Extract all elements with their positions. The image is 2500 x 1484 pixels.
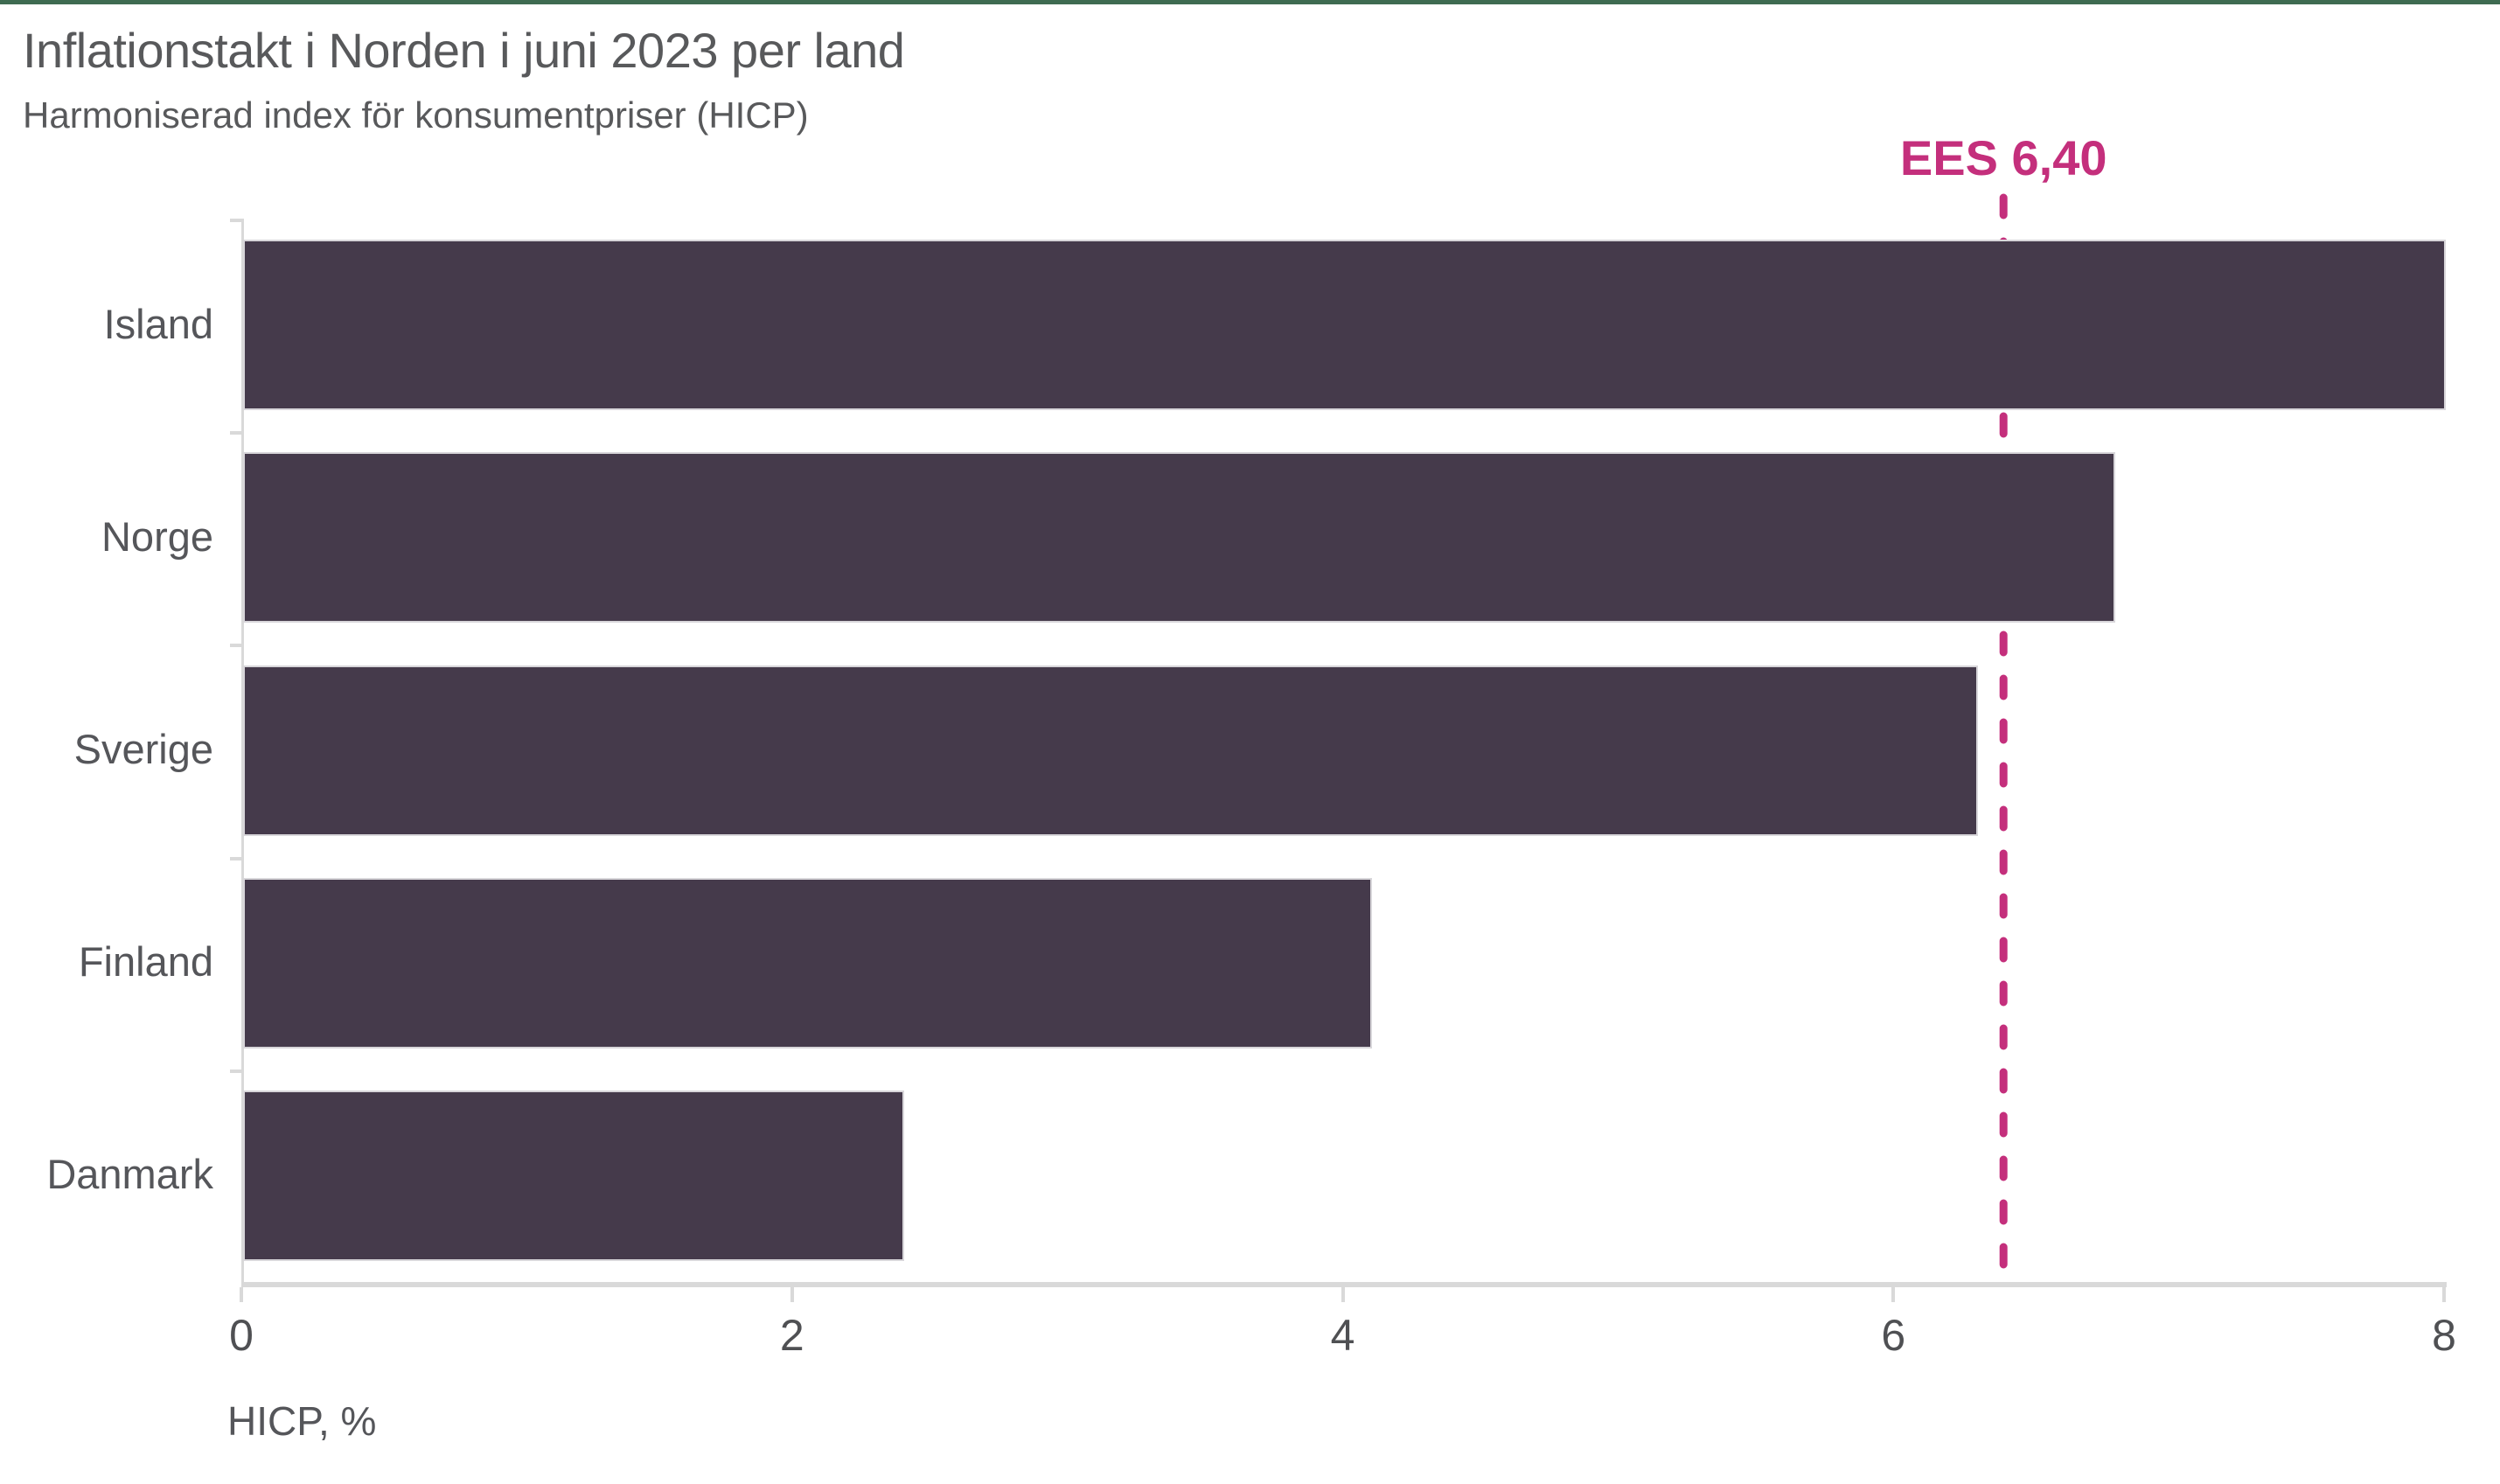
y-axis-tick — [230, 1069, 241, 1073]
x-tick-label-6: 6 — [1881, 1311, 1906, 1360]
category-label-finland: Finland — [78, 938, 213, 986]
category-label-norge: Norge — [101, 512, 213, 560]
chart-subtitle: Harmoniserad index för konsumentpriser (… — [23, 94, 809, 136]
y-axis-tick — [230, 856, 241, 860]
x-tick-label-0: 0 — [229, 1311, 254, 1360]
x-axis-tick — [1341, 1287, 1345, 1302]
chart-title: Inflationstakt i Norden i juni 2023 per … — [23, 23, 905, 78]
x-tick-label-4: 4 — [1330, 1311, 1355, 1360]
top-accent-rule — [0, 0, 2500, 4]
category-label-sverige: Sverige — [73, 726, 213, 772]
bar-island — [243, 240, 2446, 411]
x-axis-line — [241, 1282, 2447, 1287]
x-axis-tick — [790, 1287, 794, 1302]
bar-finland — [243, 877, 1372, 1049]
category-label-danmark: Danmark — [46, 1151, 213, 1198]
reference-line-label: EES 6,40 — [1899, 130, 2107, 185]
x-axis-title: HICP, % — [227, 1398, 377, 1444]
x-tick-label-8: 8 — [2432, 1311, 2456, 1360]
x-axis-tick — [2442, 1287, 2446, 1302]
bar-norge — [243, 452, 2116, 624]
x-axis-tick — [240, 1287, 243, 1302]
category-label-island: Island — [103, 300, 213, 347]
y-axis-tick — [230, 644, 241, 648]
x-tick-label-2: 2 — [779, 1311, 804, 1360]
bar-sverige — [243, 665, 1978, 836]
y-axis-tick — [230, 431, 241, 435]
y-axis-line — [241, 219, 244, 1282]
y-axis-tick — [230, 219, 241, 222]
x-axis-tick — [1891, 1287, 1896, 1302]
bar-danmark — [243, 1090, 904, 1261]
